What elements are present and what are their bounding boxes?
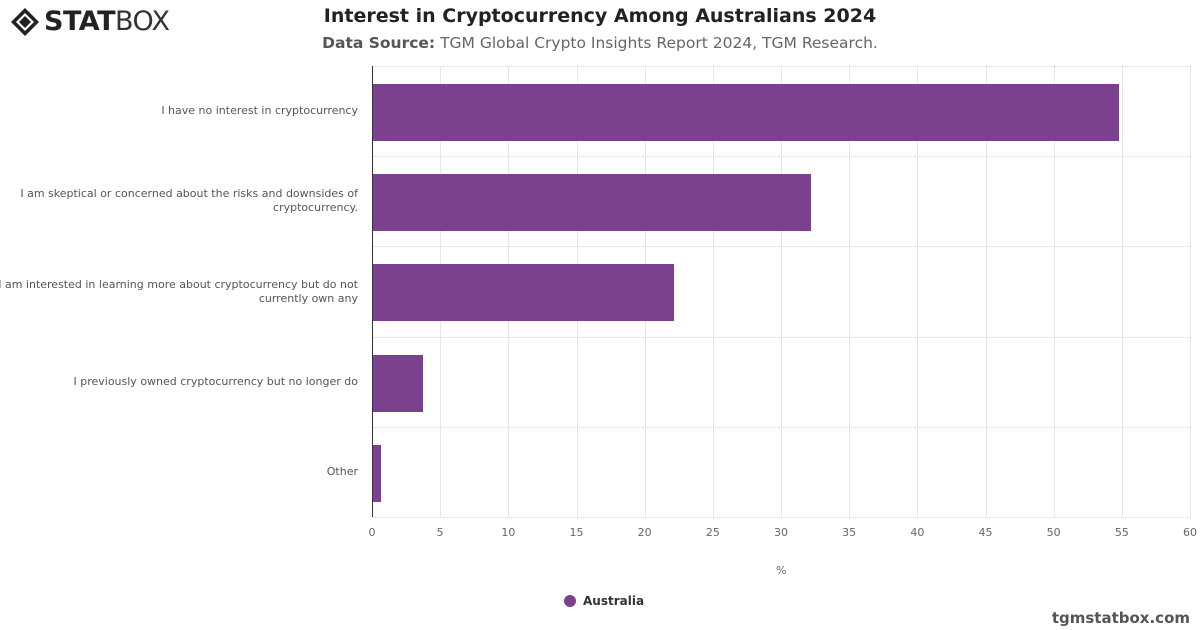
logo-wordmark: STATBOX bbox=[44, 7, 170, 37]
plot-area bbox=[372, 66, 1191, 518]
source-label: Data Source: bbox=[322, 34, 436, 52]
source-text: TGM Global Crypto Insights Report 2024, … bbox=[440, 34, 878, 52]
category-label-line: I am skeptical or concerned about the ri… bbox=[20, 187, 358, 200]
bar[interactable] bbox=[373, 355, 423, 412]
gridline-vertical bbox=[1054, 66, 1055, 517]
legend-item-australia[interactable]: Australia bbox=[564, 594, 644, 608]
category-label-line: currently own any bbox=[258, 292, 358, 305]
category-label-line: cryptocurrency. bbox=[273, 201, 358, 214]
category-label-line: I am interested in learning more about c… bbox=[0, 278, 358, 291]
gridline-vertical bbox=[849, 66, 850, 517]
category-label-line: I previously owned cryptocurrency but no… bbox=[73, 375, 358, 388]
gridline-vertical bbox=[917, 66, 918, 517]
category-label: I have no interest in cryptocurrency bbox=[0, 104, 358, 118]
watermark: tgmstatbox.com bbox=[1051, 609, 1190, 627]
category-label: I previously owned cryptocurrency but no… bbox=[0, 375, 358, 389]
logo-light-text: BOX bbox=[114, 6, 170, 37]
gridline-vertical bbox=[1190, 66, 1191, 517]
gridline-vertical bbox=[781, 66, 782, 517]
category-label: I am interested in learning more about c… bbox=[0, 278, 358, 306]
gridline-horizontal bbox=[372, 156, 1190, 157]
category-label-line: I have no interest in cryptocurrency bbox=[161, 104, 358, 117]
x-tick-label: 15 bbox=[569, 526, 584, 539]
x-tick-label: 50 bbox=[1046, 526, 1061, 539]
bar[interactable] bbox=[373, 445, 381, 502]
gridline-horizontal bbox=[372, 517, 1190, 518]
chart-title: Interest in Cryptocurrency Among Austral… bbox=[323, 5, 877, 27]
chart-subtitle: Data Source: TGM Global Crypto Insights … bbox=[0, 34, 1200, 52]
x-tick-label: 25 bbox=[705, 526, 720, 539]
gridline-vertical bbox=[1122, 66, 1123, 517]
legend-marker-icon bbox=[564, 595, 576, 607]
x-tick-label: 20 bbox=[637, 526, 652, 539]
statbox-logo[interactable]: STATBOX bbox=[10, 7, 170, 37]
y-axis-line bbox=[372, 66, 373, 517]
bar[interactable] bbox=[373, 264, 674, 321]
x-tick-label: 45 bbox=[978, 526, 993, 539]
bar[interactable] bbox=[373, 84, 1119, 141]
x-tick-label: 40 bbox=[910, 526, 925, 539]
gridline-horizontal bbox=[372, 246, 1190, 247]
logo-bold-text: STAT bbox=[44, 6, 115, 37]
category-label: Other bbox=[0, 465, 358, 479]
category-label-line: Other bbox=[326, 465, 358, 478]
x-axis-title: % bbox=[776, 564, 787, 577]
x-tick-label: 30 bbox=[774, 526, 788, 539]
bar[interactable] bbox=[373, 174, 811, 231]
gridline-horizontal bbox=[372, 337, 1190, 338]
x-tick-label: 60 bbox=[1183, 526, 1197, 539]
legend-label: Australia bbox=[583, 594, 645, 608]
gridline-vertical bbox=[713, 66, 714, 517]
gridline-horizontal bbox=[372, 427, 1190, 428]
x-tick-label: 0 bbox=[368, 526, 376, 539]
gridline-vertical bbox=[986, 66, 987, 517]
statbox-diamond-icon bbox=[11, 8, 39, 36]
x-tick-label: 35 bbox=[842, 526, 857, 539]
category-label: I am skeptical or concerned about the ri… bbox=[0, 187, 358, 215]
x-tick-label: 10 bbox=[501, 526, 516, 539]
x-tick-label: 5 bbox=[436, 526, 444, 539]
gridline-horizontal bbox=[372, 66, 1190, 67]
x-tick-label: 55 bbox=[1114, 526, 1129, 539]
